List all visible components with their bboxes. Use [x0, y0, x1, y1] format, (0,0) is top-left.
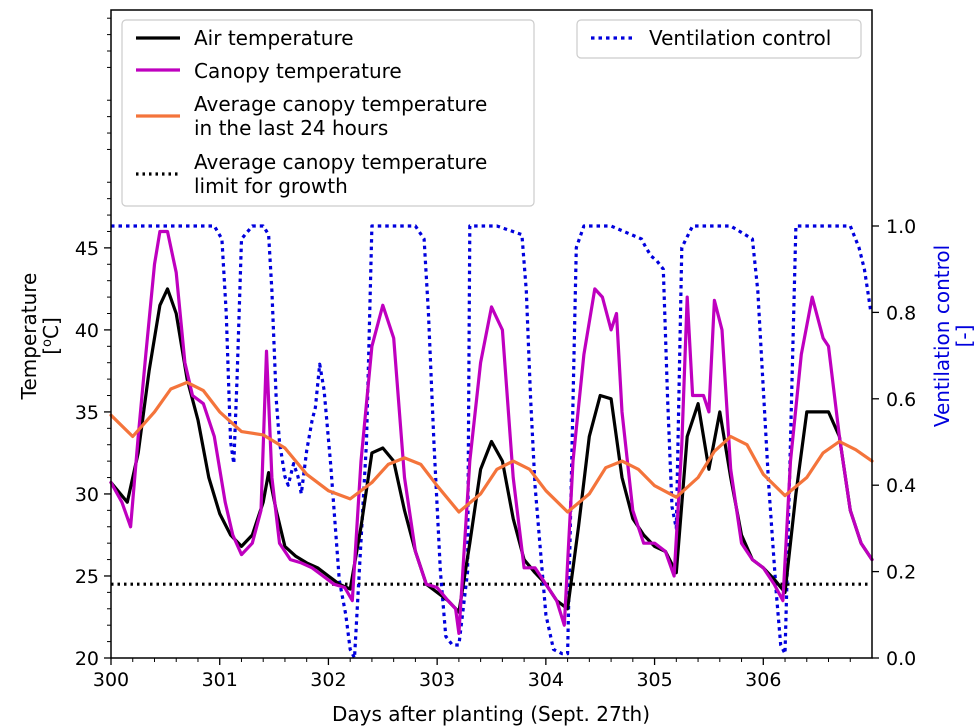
- series-line-average-canopy-temperature-in-the-last-24-hours: [109, 380, 874, 514]
- y-left-tick-label: 30: [75, 484, 99, 506]
- y-right-tick-label: 0.2: [886, 562, 916, 584]
- y-left-tick-label: 25: [75, 566, 99, 588]
- series-layer: [109, 224, 874, 660]
- y-axis-right-label-line2: [-]: [952, 325, 976, 348]
- y-axis-left-label-line1: Temperature: [17, 273, 41, 401]
- legend-label: Average canopy temperature: [194, 150, 487, 174]
- legend-left-box: [121, 19, 535, 207]
- x-tick-label: 304: [528, 669, 564, 691]
- y-right-tick-label: 0.6: [886, 389, 916, 411]
- legend-label: Canopy temperature: [194, 59, 402, 83]
- y-axis-left-unit-open: [: [39, 347, 63, 355]
- y-axis-left-label-line2: [oC]: [39, 317, 63, 355]
- legend-label: Average canopy temperature: [194, 92, 487, 116]
- series-line-canopy-temperature: [109, 229, 874, 636]
- x-tick-label: 300: [93, 669, 129, 691]
- series-line-ventilation-control: [111, 224, 873, 660]
- y-left-tick-label: 20: [75, 648, 99, 670]
- y-axis-left-unit-degree: o: [40, 339, 55, 347]
- y-right-tick-label: 0.0: [886, 648, 916, 670]
- legend-layer: Air temperature Canopy temperature Average…: [121, 19, 862, 207]
- y-axis-right-label-line1: Ventilation control: [930, 245, 954, 427]
- x-tick-label: 305: [636, 669, 672, 691]
- series-line-air-temperature: [109, 287, 874, 614]
- y-axis-left-unit-rest: C]: [39, 317, 63, 339]
- x-tick-label: 302: [310, 669, 346, 691]
- legend-label: Ventilation control: [649, 26, 831, 50]
- legend-label: Air temperature: [194, 26, 354, 50]
- x-tick-label: 303: [419, 669, 455, 691]
- y-left-tick-label: 35: [75, 402, 99, 424]
- y-left-tick-label: 45: [75, 238, 99, 260]
- x-axis-label: Days after planting (Sept. 27th): [332, 702, 650, 726]
- legend-label: limit for growth: [194, 174, 348, 198]
- x-tick-label: 306: [745, 669, 781, 691]
- y-left-tick-label: 40: [75, 320, 99, 342]
- plot-frame: [110, 9, 873, 659]
- y-right-tick-label: 1.0: [886, 216, 916, 238]
- axes-layer: 300 301 302 303 304 305 306 20 25 30 35 40 45 0.0 0.2 0…: [75, 9, 916, 691]
- legend-right-box: [576, 19, 862, 59]
- legend-label: in the last 24 hours: [194, 116, 388, 140]
- y-right-tick-label: 0.4: [886, 475, 916, 497]
- x-tick-label: 301: [202, 669, 238, 691]
- y-right-tick-label: 0.8: [886, 302, 916, 324]
